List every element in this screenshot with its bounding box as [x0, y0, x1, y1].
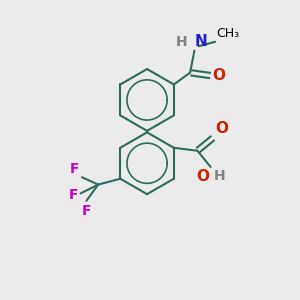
Text: F: F: [70, 162, 80, 176]
Text: O: O: [196, 169, 209, 184]
Text: H: H: [214, 169, 225, 183]
Text: F: F: [69, 188, 78, 202]
Text: H: H: [176, 35, 187, 49]
Text: CH₃: CH₃: [217, 27, 240, 40]
Text: O: O: [215, 121, 228, 136]
Text: N: N: [194, 34, 207, 49]
Text: O: O: [213, 68, 226, 83]
Text: F: F: [82, 204, 91, 218]
